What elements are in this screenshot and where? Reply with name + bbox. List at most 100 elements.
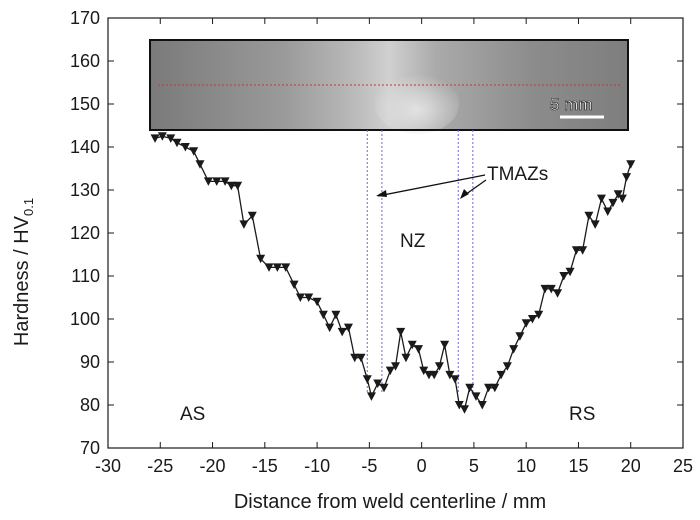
data-point-marker — [496, 370, 506, 380]
data-point-marker — [419, 366, 429, 376]
y-tick-label: 170 — [70, 8, 100, 28]
nugget-zone-shading — [375, 74, 459, 134]
data-point-marker — [515, 332, 525, 341]
weld-macrograph: 5 mm — [149, 39, 629, 134]
y-tick-label: 70 — [80, 438, 100, 458]
data-point-marker — [521, 319, 531, 328]
data-point-marker — [150, 134, 160, 143]
data-point-marker — [356, 353, 366, 363]
y-tick-label: 80 — [80, 395, 100, 415]
data-point-marker — [220, 177, 230, 186]
data-point-marker — [304, 293, 314, 302]
data-point-marker — [272, 263, 282, 272]
data-point-marker — [295, 293, 305, 302]
data-point-marker — [490, 383, 500, 393]
data-point-marker — [477, 401, 487, 410]
data-point-marker — [373, 379, 383, 388]
y-tick-label: 100 — [70, 309, 100, 329]
data-point-marker — [343, 323, 353, 333]
data-point-marker — [471, 392, 481, 401]
data-point-marker — [195, 160, 205, 169]
data-point-marker — [414, 345, 423, 354]
data-point-marker — [454, 401, 464, 410]
data-point-marker — [366, 392, 376, 401]
data-point-marker — [613, 190, 623, 199]
data-point-marker — [622, 173, 632, 182]
data-point-marker — [331, 310, 341, 320]
data-point-marker — [534, 310, 544, 320]
tmaz-arrowhead-left — [376, 190, 387, 197]
as-label: AS — [180, 404, 205, 425]
tmaz-label: TMAZs — [487, 164, 548, 185]
data-point-marker — [484, 383, 494, 393]
data-point-marker — [239, 220, 249, 229]
data-point-marker — [203, 177, 213, 186]
data-point-marker — [465, 383, 475, 393]
data-point-marker — [434, 362, 444, 371]
y-tick-label: 160 — [70, 51, 100, 71]
data-point-marker — [212, 177, 222, 186]
data-point-marker — [608, 198, 618, 208]
rs-label: RS — [569, 404, 595, 425]
x-tick-label: 25 — [673, 456, 693, 476]
data-point-marker — [247, 211, 257, 221]
hardness-series — [150, 132, 636, 414]
x-tick-label: -10 — [304, 456, 330, 476]
y-tick-label: 150 — [70, 94, 100, 114]
y-tick-label: 110 — [71, 266, 100, 286]
data-point-marker — [318, 310, 328, 320]
x-tick-label: -25 — [147, 456, 173, 476]
data-point-marker — [264, 263, 274, 272]
y-tick-label: 140 — [70, 137, 100, 157]
data-point-marker — [325, 323, 335, 333]
y-axis-title-main: Hardness / HV — [11, 215, 33, 346]
data-point-marker — [584, 211, 594, 221]
data-point-marker — [445, 370, 455, 380]
data-point-marker — [226, 181, 236, 191]
data-point-marker — [180, 143, 190, 152]
data-point-marker — [590, 220, 600, 229]
tmaz-arrows — [376, 174, 487, 199]
data-point-marker — [233, 181, 243, 191]
data-point-marker — [379, 383, 389, 393]
axes: -30 -25 -20 -15 -10 -5 0 5 10 15 20 25 70 80 90 100 110 1… — [70, 8, 693, 476]
data-point-marker — [407, 340, 417, 350]
y-axis-title-subscript: 0.1 — [21, 198, 36, 216]
y-tick-label: 130 — [70, 180, 100, 200]
data-point-marker — [312, 297, 322, 307]
data-point-marker — [540, 284, 550, 294]
data-point-marker — [559, 272, 569, 281]
data-point-marker — [617, 194, 627, 204]
data-point-marker — [166, 134, 176, 143]
y-tick-label: 90 — [80, 352, 100, 372]
x-tick-label: -5 — [361, 456, 377, 476]
y-axis-title: Hardness / HV0.1 — [11, 198, 36, 346]
macrograph-border — [149, 39, 629, 131]
data-point-marker — [450, 375, 460, 384]
x-tick-label: 0 — [417, 456, 427, 476]
data-point-marker — [527, 315, 537, 324]
x-axis-title: Distance from weld centerline / mm — [234, 491, 546, 513]
data-point-marker — [571, 246, 581, 255]
data-point-marker — [603, 207, 613, 216]
data-point-marker — [502, 362, 512, 371]
data-point-marker — [429, 370, 439, 380]
data-point-marker — [189, 147, 199, 156]
svg-text:Hardness / HV0.1: Hardness / HV0.1 — [11, 198, 36, 346]
data-point-marker — [362, 375, 372, 384]
data-point-marker — [391, 362, 400, 371]
tmaz-arrow-left — [377, 174, 486, 197]
data-point-marker — [396, 327, 406, 337]
data-point-marker — [385, 366, 395, 376]
zone-boundary-lines — [366, 130, 474, 392]
x-tick-label: -20 — [200, 456, 226, 476]
data-point-marker — [350, 353, 360, 363]
tmaz-arrowhead-right — [460, 189, 469, 199]
data-point-marker — [546, 284, 556, 294]
data-point-marker — [565, 267, 575, 277]
data-point-marker — [256, 254, 266, 264]
data-point-marker — [281, 263, 291, 272]
y-tick-label: 120 — [70, 223, 100, 243]
data-point-marker — [460, 405, 469, 414]
